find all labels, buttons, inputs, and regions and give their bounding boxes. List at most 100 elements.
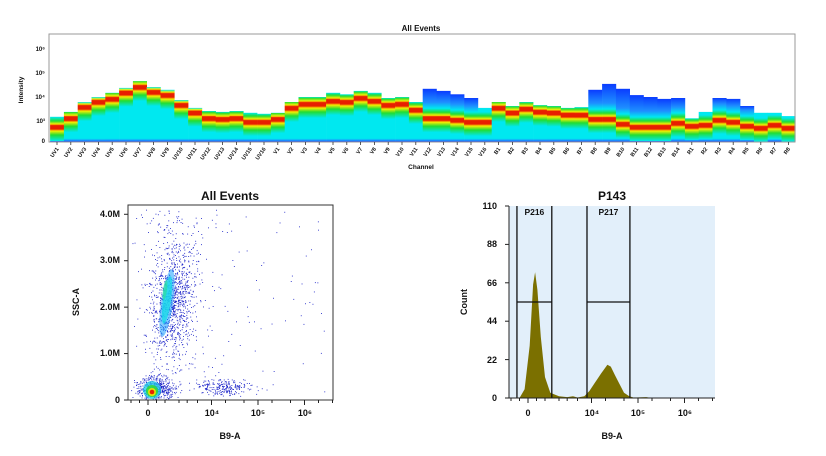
- scatter-point: [177, 272, 179, 274]
- scatter-point: [187, 284, 188, 286]
- scatter-point: [142, 394, 143, 396]
- scatter-point: [200, 300, 202, 301]
- scatter-point: [156, 283, 158, 285]
- histogram-chart: P143 Count B9-A P216 P217 0 22 44 66 88 1…: [459, 189, 715, 441]
- scatter-point: [230, 391, 232, 393]
- scatter-point: [193, 255, 195, 257]
- scatter-point: [172, 333, 173, 335]
- scatter-point: [203, 371, 205, 373]
- scatter-point: [138, 391, 140, 392]
- scatter-point: [193, 296, 195, 298]
- scatter-point: [157, 296, 159, 298]
- scatter-point: [178, 278, 180, 280]
- scatter-point: [183, 309, 185, 311]
- scatter-point: [172, 314, 174, 316]
- scatter-point: [231, 390, 232, 392]
- scatter-point: [178, 296, 180, 298]
- scatter-point: [158, 292, 160, 294]
- scatter-point: [175, 385, 177, 387]
- scatter-point: [219, 392, 221, 394]
- scatter-point: [150, 308, 151, 310]
- scatter-point: [155, 328, 157, 329]
- scatter-point: [171, 334, 173, 336]
- scatter-point: [241, 383, 242, 385]
- scatter-point: [155, 213, 157, 215]
- channel-label: UV12: [200, 147, 213, 162]
- scatter-point: [163, 243, 165, 244]
- scatter-point: [167, 388, 169, 390]
- scatter-point: [301, 283, 303, 285]
- scatter-point: [146, 382, 148, 384]
- scatter-point: [166, 375, 167, 377]
- scatter-point: [180, 330, 181, 332]
- scatter-point: [189, 251, 191, 252]
- scatter-point: [317, 282, 319, 284]
- scatter-point: [168, 387, 170, 389]
- scatter-point: [186, 276, 187, 278]
- scatter-point: [183, 246, 185, 248]
- scatter-point: [272, 384, 274, 386]
- scatter-point: [161, 382, 163, 384]
- scatter-point: [146, 378, 148, 380]
- scatter-point: [168, 382, 170, 384]
- scatter-point: [197, 268, 199, 270]
- scatter-point: [171, 326, 173, 327]
- y-tick-label: 3.0M: [100, 255, 120, 265]
- scatter-point: [160, 298, 162, 300]
- scatter-point: [158, 240, 159, 242]
- scatter-point: [160, 378, 161, 380]
- y-tick-label: 10⁶: [36, 47, 46, 53]
- scatter-point: [170, 334, 172, 336]
- scatter-point: [300, 315, 302, 317]
- scatter-point: [219, 385, 220, 386]
- x-tick-label: 10⁴: [585, 408, 599, 418]
- scatter-point: [194, 358, 196, 360]
- scatter-point: [303, 323, 305, 325]
- scatter-point: [180, 317, 182, 319]
- scatter-point: [173, 331, 175, 333]
- scatter-point: [180, 286, 181, 288]
- scatter-point: [180, 321, 182, 323]
- scatter-point: [154, 331, 156, 333]
- scatter-point: [155, 259, 156, 260]
- scatter-point: [181, 288, 183, 290]
- scatter-point: [167, 384, 169, 386]
- scatter-point: [184, 260, 186, 262]
- scatter-point: [163, 394, 165, 396]
- scatter-point: [178, 335, 180, 337]
- scatter-point: [179, 283, 180, 285]
- scatter-point: [136, 299, 138, 301]
- scatter-point: [184, 252, 186, 254]
- scatter-point: [178, 305, 179, 307]
- scatter-point: [151, 312, 153, 314]
- scatter-point: [142, 385, 144, 387]
- scatter-point: [176, 297, 178, 299]
- scatter-point: [145, 250, 146, 252]
- scatter-point: [167, 382, 168, 384]
- scatter-point: [186, 324, 187, 326]
- scatter-point: [207, 388, 208, 390]
- scatter-point: [156, 264, 157, 266]
- scatter-point: [163, 395, 165, 397]
- scatter-point: [169, 331, 171, 333]
- scatter-point: [178, 286, 180, 288]
- scatter-point: [207, 386, 208, 387]
- scatter-point: [239, 386, 241, 388]
- scatter-point: [176, 222, 178, 224]
- scatter-point: [161, 336, 163, 338]
- scatter-point: [233, 381, 234, 383]
- scatter-point: [185, 273, 187, 274]
- scatter-point: [231, 392, 233, 394]
- scatter-point: [229, 391, 230, 392]
- scatter-point: [167, 376, 169, 378]
- scatter-point: [195, 311, 196, 313]
- scatter-point: [171, 320, 173, 322]
- scatter-point: [203, 381, 205, 383]
- scatter-point: [181, 329, 183, 331]
- channel-label: R1: [686, 147, 695, 156]
- scatter-point: [189, 266, 191, 268]
- scatter-point: [159, 381, 161, 383]
- scatter-point: [159, 396, 161, 398]
- scatter-point: [161, 275, 163, 276]
- scatter-point: [179, 260, 181, 262]
